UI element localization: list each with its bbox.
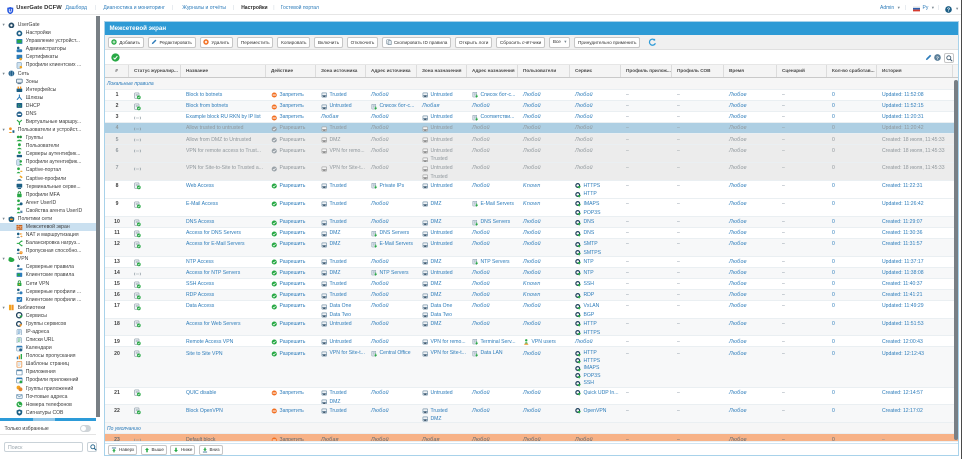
svg-text:?: ? bbox=[936, 55, 939, 61]
svg-text:D: D bbox=[18, 103, 21, 108]
svg-text:?: ? bbox=[947, 7, 950, 13]
